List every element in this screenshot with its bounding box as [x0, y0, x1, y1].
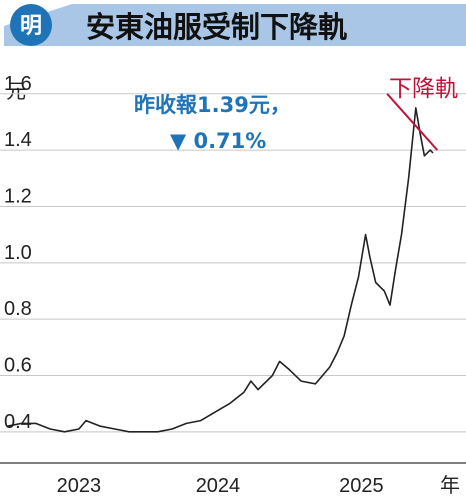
resistance-label: 下降軌 — [389, 76, 458, 102]
page-title: 安東油服受制下降軌 — [86, 10, 347, 44]
y-tick-label: 1.6 — [4, 73, 32, 95]
x-tick-label: 2025 — [339, 475, 384, 497]
title-banner — [4, 4, 466, 46]
y-tick-label: 1.0 — [4, 242, 32, 264]
x-axis-unit: 年 — [440, 474, 460, 497]
y-tick-label: 1.2 — [4, 185, 32, 207]
change-annotation: ▼ 0.71% — [170, 129, 266, 153]
close-price-annotation: 昨收報1.39元， — [134, 93, 291, 117]
x-tick-label: 2024 — [196, 475, 241, 497]
y-tick-label: 0.6 — [4, 354, 32, 376]
y-tick-labels: 0.4 0.6 0.8 1.0 1.2 1.4 1.6 — [4, 73, 32, 433]
y-tick-label: 1.4 — [4, 129, 32, 151]
price-line — [7, 107, 434, 433]
y-tick-label: 0.8 — [4, 298, 32, 320]
resistance-line — [386, 93, 439, 151]
logo-char: 明 — [20, 14, 42, 39]
logo-icon — [10, 4, 52, 46]
x-tick-labels: 2023 2024 2025 — [57, 475, 384, 497]
header: 明 安東油服受制下降軌 — [4, 4, 466, 46]
y-axis-unit: 元 — [6, 81, 26, 103]
x-tick-label: 2023 — [57, 475, 102, 497]
y-tick-label: 0.4 — [4, 411, 32, 433]
